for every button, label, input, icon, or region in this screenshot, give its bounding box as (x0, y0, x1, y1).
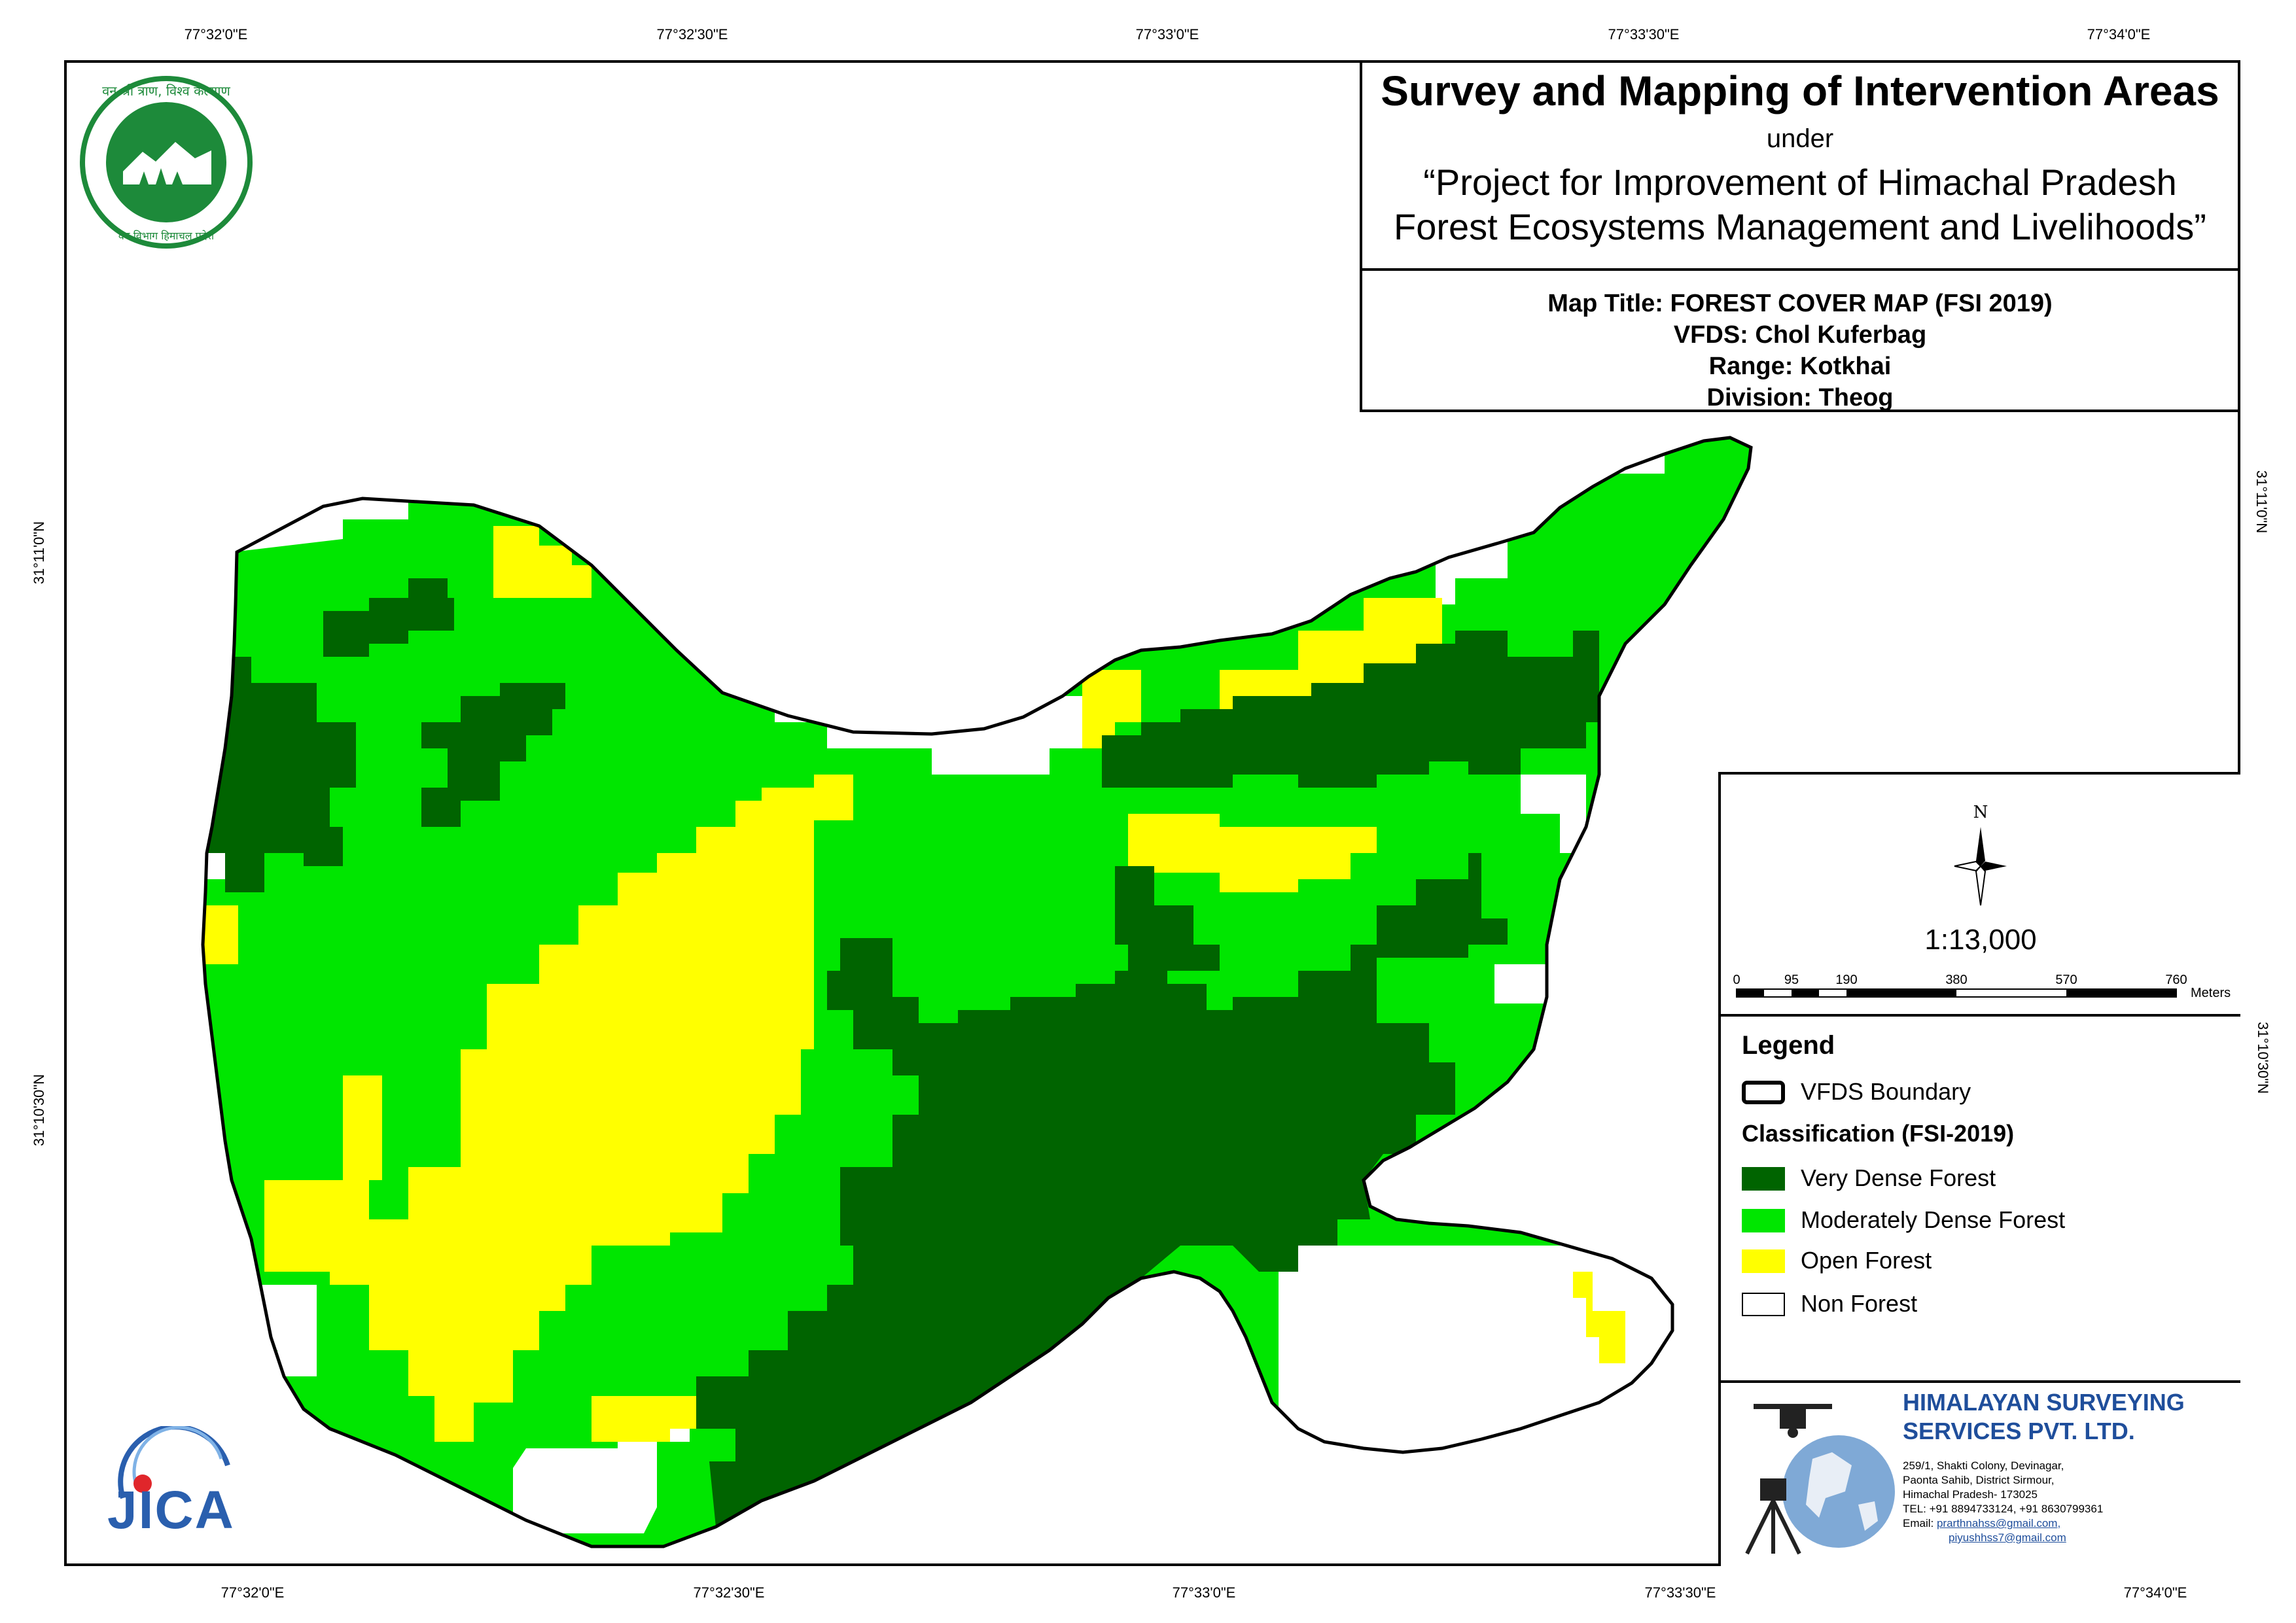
email-label: Email: (1903, 1517, 1934, 1529)
forest-motto-text: वन श्री त्राण, विश्व कल्याण (102, 83, 230, 99)
legend-swatch (1742, 1293, 1785, 1316)
title-box: Survey and Mapping of Intervention Areas… (1360, 63, 2238, 271)
north-arrow-label: N (1973, 803, 1988, 822)
non-forest-patch (1279, 1246, 1678, 1546)
jica-wordmark: JICA (107, 1480, 235, 1540)
legend-title: Legend (1742, 1031, 1835, 1060)
title-under-text: under (1766, 124, 1834, 153)
graticule-bottom-5: 77°34'0"E (2123, 1584, 2187, 1601)
scale-tick-3: 380 (1945, 973, 1967, 987)
non-forest-patch (1494, 964, 1547, 1003)
very-dense-forest-patch (1102, 631, 1599, 788)
very-dense-forest-patch (1115, 866, 1220, 971)
scale-bar: 0 95 190 380 570 760 Meters (1733, 973, 2231, 1000)
email-link-2[interactable]: piyushhss7@gmail.com (1949, 1531, 2066, 1544)
very-dense-forest-patch (1298, 1023, 1377, 1128)
legend-label: Non Forest (1801, 1290, 1918, 1317)
scale-tick-4: 570 (2055, 973, 2077, 987)
project-title: “Project for Improvement of Himachal Pra… (1362, 160, 2238, 249)
company-email-row: Email: prarthnahss@gmail.com, (1903, 1516, 2103, 1531)
surveyor-logo-icon (1745, 1404, 1895, 1555)
graticule-top-2: 77°32'30"E (656, 26, 728, 43)
graticule-top-5: 77°34'0"E (2087, 26, 2151, 43)
scale-tick-5: 760 (2165, 973, 2187, 987)
address-line1: 259/1, Shakti Colony, Devinagar, (1903, 1459, 2064, 1472)
scale-tick-0: 0 (1733, 973, 1740, 987)
open-forest-patch (1573, 1272, 1625, 1363)
north-scale-box: N 1:13,000 0 95 190 380 570 760 Meters (1721, 775, 2240, 1017)
legend-swatch (1742, 1209, 1785, 1232)
company-tel: TEL: +91 8894733124, +91 8630799361 (1903, 1503, 2104, 1515)
map-info-box: Map Title: FOREST COVER MAP (FSI 2019) V… (1360, 271, 2238, 412)
legend-label: VFDS Boundary (1801, 1078, 1971, 1105)
forest-dept-text: वन विभाग हिमाचल प्रदेश (118, 230, 215, 242)
open-forest-patch (343, 1075, 382, 1180)
graticule-bottom-2: 77°32'30"E (693, 1584, 765, 1601)
legend-label: Moderately Dense Forest (1801, 1206, 2066, 1233)
non-forest-patch (1521, 775, 1586, 853)
graticule-bottom-4: 77°33'30"E (1644, 1584, 1716, 1601)
legend-swatch (1742, 1167, 1785, 1191)
graticule-right-2: 31°10'30"N (2255, 1021, 2271, 1094)
forest-cover-map (201, 436, 1753, 1548)
project-title-line1: “Project for Improvement of Himachal Pra… (1423, 162, 2177, 203)
graticule-left-1: 31°11'0"N (31, 521, 47, 585)
vfds-line: VFDS: Chol Kuferbag (1673, 321, 1927, 349)
non-forest-patch (238, 1285, 317, 1376)
company-address: 259/1, Shakti Colony, Devinagar, Paonta … (1903, 1459, 2103, 1545)
address-line3: Himachal Pradesh- 173025 (1903, 1488, 2038, 1501)
legend-label: Open Forest (1801, 1247, 1932, 1274)
project-title-line2: Forest Ecosystems Management and Livelih… (1394, 206, 2206, 247)
open-forest-patch (1082, 670, 1141, 748)
company-block: HIMALAYAN SURVEYING SERVICES PVT. LTD. 2… (1721, 1383, 2240, 1569)
scale-tick-2: 190 (1835, 973, 1857, 987)
legend-swatch (1742, 1249, 1785, 1273)
very-dense-forest-patch (696, 938, 1455, 1527)
graticule-bottom-3: 77°33'0"E (1172, 1584, 1236, 1601)
legend-label: Very Dense Forest (1801, 1164, 1996, 1191)
graticule-bottom-1: 77°32'0"E (221, 1584, 285, 1601)
very-dense-forest-patch (203, 657, 356, 892)
side-panel: N 1:13,000 0 95 190 380 570 760 Meters L… (1718, 772, 2240, 1566)
north-arrow-icon: N (1954, 803, 2007, 906)
email-link-1[interactable]: prarthnahss@gmail.com, (1936, 1517, 2061, 1529)
open-forest-patch (264, 775, 853, 1442)
scale-unit: Meters (2191, 986, 2231, 1000)
very-dense-forest-patch (421, 683, 565, 827)
scale-ratio: 1:13,000 (1924, 924, 2037, 956)
company-name-line1: HIMALAYAN SURVEYING (1903, 1389, 2185, 1416)
scale-tick-1: 95 (1784, 973, 1799, 987)
very-dense-forest-patch (323, 578, 454, 657)
graticule-right-1: 31°11'0"N (2253, 470, 2270, 534)
open-forest-patch (1128, 814, 1377, 892)
legend-swatch (1742, 1081, 1785, 1104)
address-line2: Paonta Sahib, District Sirmour, (1903, 1474, 2055, 1486)
company-email-row-2: piyushhss7@gmail.com (1903, 1531, 2103, 1545)
open-forest-patch (592, 1396, 696, 1442)
range-line: Range: Kotkhai (1708, 353, 1892, 380)
vfds-boundary (201, 436, 1753, 1548)
division-line: Division: Theog (1706, 384, 1894, 411)
company-name-line2: SERVICES PVT. LTD. (1903, 1418, 2135, 1444)
map-main-title: Survey and Mapping of Intervention Areas (1381, 67, 2219, 114)
classification-title: Classification (FSI-2019) (1742, 1120, 2015, 1147)
open-forest-patch (493, 526, 592, 598)
forest-department-logo: वन श्री त्राण, विश्व कल्याण वन विभाग हिम… (80, 76, 253, 249)
very-dense-forest-patch (1377, 853, 1508, 958)
graticule-top-3: 77°33'0"E (1135, 26, 1199, 43)
company-name: HIMALAYAN SURVEYING SERVICES PVT. LTD. (1903, 1388, 2185, 1446)
jica-logo (118, 1426, 230, 1499)
graticule-top-1: 77°32'0"E (184, 26, 248, 43)
map-title-line: Map Title: FOREST COVER MAP (FSI 2019) (1547, 290, 2053, 317)
open-forest-patch (203, 905, 238, 964)
map-frame (64, 60, 2240, 1566)
legend: Legend VFDS Boundary Classification (FSI… (1721, 1017, 2240, 1383)
graticule-left-2: 31°10'30"N (31, 1073, 47, 1147)
graticule-top-4: 77°33'30"E (1608, 26, 1680, 43)
